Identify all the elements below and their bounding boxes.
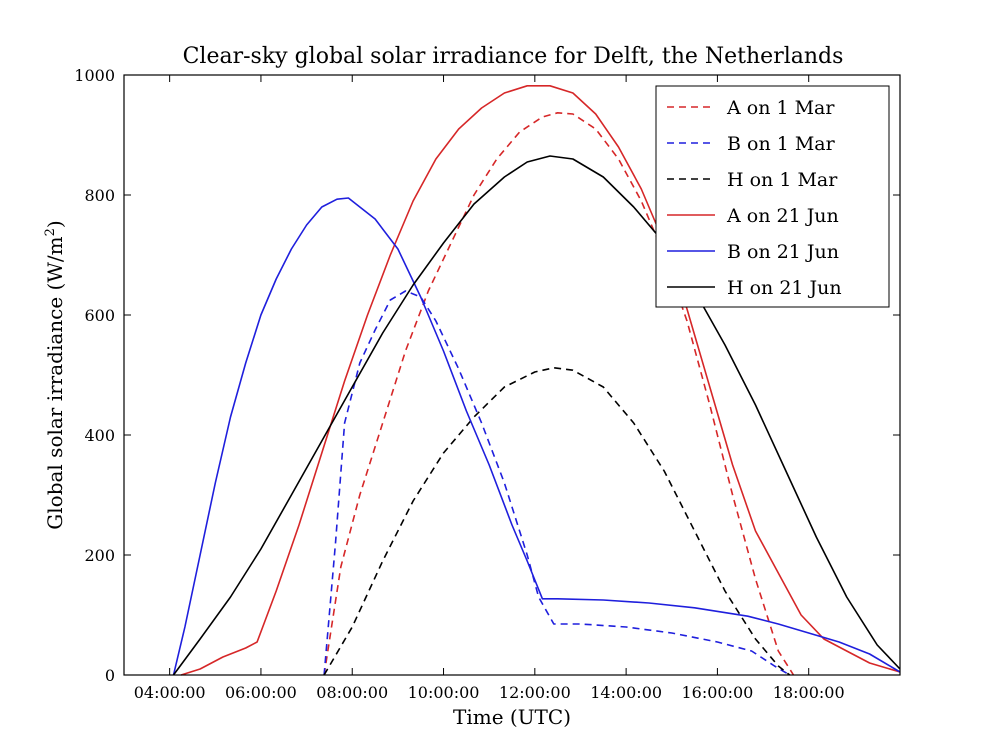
x-tick-label: 06:00:00	[225, 683, 297, 702]
y-axis-label-main: Global solar irradiance (W/m	[43, 236, 67, 529]
x-tick-label: 10:00:00	[408, 683, 480, 702]
legend-label-h-on-21-jun: H on 21 Jun	[727, 277, 842, 299]
y-axis-label-close: )	[43, 220, 67, 228]
y-axis-label-sup: 2	[43, 228, 58, 236]
plot-lines	[172, 85, 901, 676]
y-tick-label: 1000	[74, 66, 115, 85]
legend-label-b-on-21-jun: B on 21 Jun	[727, 241, 839, 263]
x-tick-label: 18:00:00	[773, 683, 845, 702]
series-line-b-on-21-jun	[172, 197, 901, 676]
legend: A on 1 Mar B on 1 Mar H on 1 Mar A on 21 Ju…	[655, 85, 890, 308]
chart-title: Clear-sky global solar irradiance for De…	[183, 44, 844, 69]
legend-label-a-on-1-mar: A on 1 Mar	[726, 97, 835, 119]
series-line-a-on-21-jun	[180, 85, 901, 676]
x-tick-label: 16:00:00	[681, 683, 753, 702]
series-line-b-on-1-mar	[323, 290, 791, 676]
x-tick-label: 04:00:00	[134, 683, 206, 702]
y-tick-label: 0	[105, 666, 115, 685]
plot-frame	[123, 74, 901, 676]
x-tick-label: 08:00:00	[316, 683, 388, 702]
legend-label-b-on-1-mar: B on 1 Mar	[727, 133, 836, 155]
y-tick-label: 600	[84, 306, 115, 325]
legend-label-a-on-21-jun: A on 21 Jun	[726, 205, 839, 227]
y-tick-label: 200	[84, 546, 115, 565]
y-axis-label: Global solar irradiance (W/m2)	[43, 220, 67, 529]
x-tick-label: 14:00:00	[590, 683, 662, 702]
y-tick-label: 800	[84, 186, 115, 205]
series-line-a-on-1-mar	[323, 112, 795, 676]
series-line-h-on-21-jun	[172, 155, 901, 676]
legend-label-h-on-1-mar: H on 1 Mar	[727, 169, 838, 191]
legend-box	[655, 85, 890, 308]
x-axis-ticks: 04:00:00 06:00:00 08:00:00 10:00:00 12:00:00…	[134, 75, 845, 702]
x-axis-label: Time (UTC)	[453, 705, 571, 729]
y-axis-ticks: 0 200 400 600 800 1000	[74, 66, 900, 685]
x-tick-label: 12:00:00	[499, 683, 571, 702]
series-line-h-on-1-mar	[323, 366, 791, 676]
y-tick-label: 400	[84, 426, 115, 445]
